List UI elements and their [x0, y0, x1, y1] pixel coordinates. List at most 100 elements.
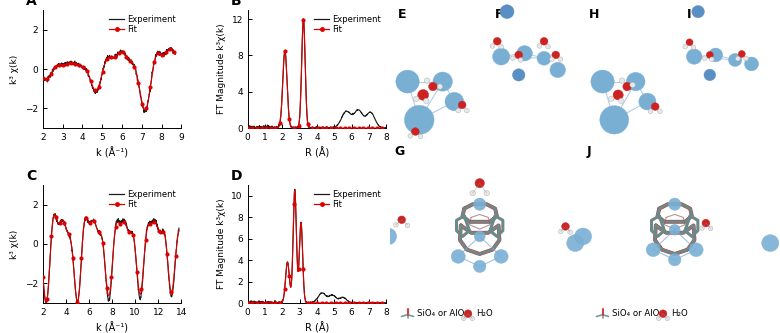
Ellipse shape [462, 316, 466, 321]
Ellipse shape [686, 49, 702, 64]
Ellipse shape [562, 223, 569, 230]
Ellipse shape [437, 84, 443, 89]
Ellipse shape [729, 53, 742, 67]
Ellipse shape [515, 51, 523, 59]
Y-axis label: k³ χ(k): k³ χ(k) [10, 55, 20, 84]
Ellipse shape [691, 45, 696, 50]
Ellipse shape [465, 108, 470, 113]
Text: F: F [495, 8, 504, 21]
Ellipse shape [451, 249, 465, 263]
Text: C: C [27, 168, 37, 182]
Ellipse shape [761, 235, 778, 251]
Ellipse shape [412, 128, 420, 136]
Ellipse shape [668, 254, 681, 266]
Ellipse shape [491, 44, 495, 48]
Ellipse shape [686, 39, 693, 46]
Y-axis label: k³ χ(k): k³ χ(k) [10, 229, 20, 258]
Ellipse shape [380, 228, 396, 245]
Ellipse shape [702, 219, 710, 227]
Ellipse shape [692, 6, 704, 18]
Ellipse shape [470, 316, 474, 321]
Ellipse shape [408, 134, 413, 138]
Ellipse shape [708, 226, 713, 231]
Ellipse shape [516, 46, 532, 61]
Legend: Experiment, Fit: Experiment, Fit [314, 189, 382, 210]
Ellipse shape [424, 78, 430, 83]
Ellipse shape [396, 70, 420, 93]
Ellipse shape [475, 178, 484, 188]
Ellipse shape [394, 222, 399, 227]
Ellipse shape [445, 92, 463, 111]
Ellipse shape [648, 109, 653, 114]
Ellipse shape [619, 78, 625, 83]
Ellipse shape [456, 108, 460, 113]
Ellipse shape [558, 229, 563, 234]
Ellipse shape [702, 56, 707, 61]
Ellipse shape [665, 316, 669, 321]
Ellipse shape [404, 105, 434, 135]
Ellipse shape [708, 48, 722, 62]
Ellipse shape [511, 56, 516, 61]
Ellipse shape [549, 57, 554, 62]
Ellipse shape [558, 57, 563, 62]
Ellipse shape [494, 37, 502, 45]
Legend: Experiment, Fit: Experiment, Fit [108, 189, 177, 210]
Ellipse shape [608, 96, 614, 102]
X-axis label: k (Å⁻¹): k (Å⁻¹) [96, 322, 128, 333]
Ellipse shape [550, 62, 566, 78]
Text: H₂O: H₂O [672, 309, 688, 318]
Ellipse shape [613, 90, 623, 100]
Ellipse shape [574, 228, 591, 245]
Ellipse shape [744, 57, 759, 71]
Ellipse shape [704, 69, 716, 81]
X-axis label: R (Å): R (Å) [305, 148, 329, 159]
Ellipse shape [626, 72, 645, 91]
Ellipse shape [659, 310, 667, 318]
Y-axis label: FT Magnitude k³χ(k): FT Magnitude k³χ(k) [217, 199, 225, 289]
Ellipse shape [590, 70, 615, 93]
Ellipse shape [537, 51, 551, 65]
Text: D: D [231, 168, 243, 182]
Ellipse shape [690, 243, 704, 257]
Y-axis label: FT Magnitude k³χ(k): FT Magnitude k³χ(k) [217, 24, 226, 114]
Ellipse shape [518, 58, 523, 62]
Ellipse shape [500, 5, 514, 19]
Text: SiO₄ or AlO₄: SiO₄ or AlO₄ [417, 309, 467, 318]
Text: SiO₄ or AlO₄: SiO₄ or AlO₄ [612, 309, 662, 318]
Ellipse shape [669, 224, 680, 235]
Ellipse shape [418, 90, 429, 100]
Ellipse shape [512, 69, 525, 81]
Ellipse shape [568, 230, 573, 234]
Ellipse shape [657, 316, 661, 321]
Ellipse shape [700, 226, 704, 230]
Legend: Experiment, Fit: Experiment, Fit [108, 14, 177, 35]
Ellipse shape [710, 57, 714, 62]
Ellipse shape [658, 109, 662, 114]
Ellipse shape [668, 198, 681, 210]
Ellipse shape [552, 51, 560, 59]
Ellipse shape [459, 101, 466, 109]
X-axis label: R (Å): R (Å) [305, 322, 329, 333]
Ellipse shape [418, 134, 423, 139]
Ellipse shape [646, 243, 660, 257]
Ellipse shape [484, 190, 490, 196]
Legend: Experiment, Fit: Experiment, Fit [314, 14, 382, 35]
Ellipse shape [639, 93, 656, 110]
Text: H₂O: H₂O [477, 309, 493, 318]
Ellipse shape [495, 249, 509, 263]
Ellipse shape [499, 44, 504, 49]
Ellipse shape [473, 260, 486, 272]
Ellipse shape [473, 198, 486, 210]
Ellipse shape [464, 310, 472, 318]
Ellipse shape [736, 56, 740, 61]
Ellipse shape [413, 96, 419, 102]
Text: E: E [398, 8, 406, 21]
Text: H: H [589, 8, 599, 21]
Ellipse shape [738, 51, 745, 57]
Ellipse shape [619, 98, 624, 104]
Text: A: A [27, 0, 37, 8]
Ellipse shape [493, 48, 510, 65]
Ellipse shape [406, 223, 410, 228]
Ellipse shape [433, 72, 452, 91]
Ellipse shape [424, 98, 429, 104]
